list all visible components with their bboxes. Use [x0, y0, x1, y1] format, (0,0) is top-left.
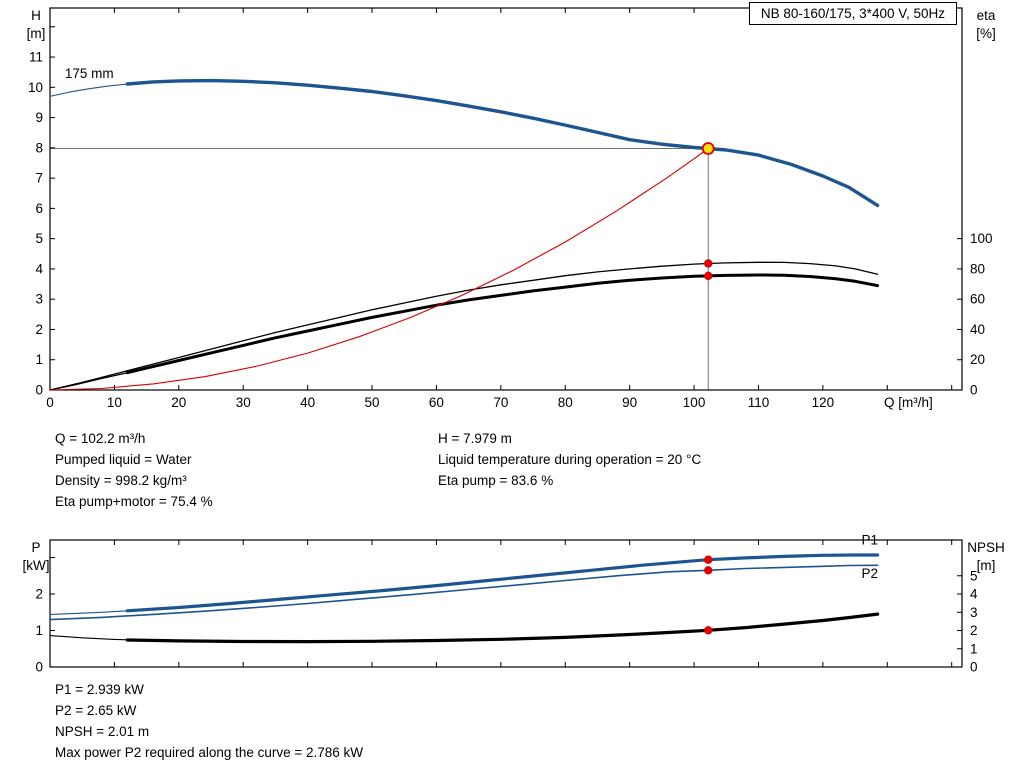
p2-label: P2: [862, 566, 879, 581]
result-info-block: P1 = 2.939 kW P2 = 2.65 kW NPSH = 2.01 m…: [55, 679, 363, 763]
y-right-axis-title: eta: [977, 8, 996, 23]
y-left-tick-label: 3: [35, 292, 43, 307]
y-right-tick-label: 3: [970, 605, 978, 620]
npsh-curve[interactable]: [125, 612, 880, 644]
x-tick-label: 100: [683, 395, 706, 410]
y-right-tick-label: 2: [970, 623, 978, 638]
y-right-tick-label: 80: [970, 261, 985, 276]
info-pumped-liquid: Pumped liquid = Water: [55, 452, 192, 467]
info-liquid-temperature: Liquid temperature during operation = 20…: [438, 452, 702, 467]
y-left-tick-label: 0: [35, 660, 43, 675]
duty-info-left: Q = 102.2 m³/h Pumped liquid = Water Den…: [55, 428, 213, 512]
y-left-tick-label: 11: [29, 50, 43, 65]
duty-point[interactable]: [701, 142, 715, 155]
y-left-tick-label: 2: [35, 587, 43, 602]
y-right-tick-label: 5: [970, 568, 978, 583]
x-tick-label: 20: [171, 395, 186, 410]
x-axis-title: Q [m³/h]: [884, 395, 933, 410]
p1-curve[interactable]: [125, 553, 880, 613]
p1-point: [704, 555, 713, 564]
x-tick-label: 50: [365, 395, 380, 410]
x-tick-label: 90: [622, 395, 637, 410]
power-npsh-chart[interactable]: 0 1 2 0 1 2 3 4 5 P1 P2 P [kW] NPSH [m]: [0, 528, 1024, 678]
impeller-diameter-label: 175 mm: [65, 66, 114, 81]
result-p2: P2 = 2.65 kW: [55, 703, 137, 718]
y-left-tick-label: 7: [35, 171, 43, 186]
x-tick-label: 30: [236, 395, 251, 410]
y-right-axis-title: NPSH: [967, 540, 1005, 555]
y-right-tick-label: 0: [970, 383, 978, 398]
eta-pump-motor-point: [704, 271, 713, 281]
y-left-tick-label: 8: [35, 140, 43, 155]
y-right-axis-unit: [%]: [976, 26, 996, 41]
y-right-tick-label: 60: [970, 292, 985, 307]
x-tick-label: 40: [300, 395, 315, 410]
y-right-tick-label: 4: [970, 587, 978, 602]
x-tick-label: 10: [107, 395, 122, 410]
y-right-tick-label: 0: [970, 660, 978, 675]
eta-pump-point: [704, 259, 713, 268]
y-left-tick-label: 2: [35, 322, 43, 337]
y-right-tick-label: 20: [970, 352, 985, 367]
y-left-tick-label: 6: [35, 201, 43, 216]
y-right-tick-label: 100: [970, 231, 993, 246]
y-left-tick-label: 1: [35, 623, 43, 638]
info-flow: Q = 102.2 m³/h: [55, 431, 146, 446]
x-tick-label: 0: [46, 395, 54, 410]
info-head: H = 7.979 m: [438, 431, 512, 446]
duty-info-right: H = 7.979 m Liquid temperature during op…: [438, 428, 701, 491]
x-tick-label: 60: [429, 395, 444, 410]
y-left-axis-unit: [kW]: [23, 558, 50, 573]
y-left-tick-label: 9: [35, 110, 43, 125]
y-left-tick-label: 5: [35, 231, 43, 246]
plot-frame: [49, 7, 963, 391]
head-efficiency-chart[interactable]: 0 10 20 30 40 50 60 70 80 90 100 110 120012345678910…: [0, 0, 1024, 425]
result-p1: P1 = 2.939 kW: [55, 682, 144, 697]
p2-curve[interactable]: [49, 564, 879, 621]
y-right-axis-unit: [m]: [977, 558, 996, 573]
x-tick-label: 110: [748, 395, 770, 410]
x-tick-label: 120: [812, 395, 835, 410]
y-left-axis-title: H: [31, 8, 41, 23]
eta-pump-motor-curve[interactable]: [125, 273, 880, 375]
head-curve-175mm[interactable]: [125, 78, 880, 208]
eta-pump-curve[interactable]: [49, 261, 879, 391]
info-density: Density = 998.2 kg/m³: [55, 473, 187, 488]
y-right-tick-label: 40: [970, 322, 985, 337]
result-max-power: Max power P2 required along the curve = …: [55, 745, 364, 760]
plot-frame: [49, 539, 963, 668]
x-tick-label: 70: [493, 395, 508, 410]
p2-point: [704, 566, 713, 575]
y-left-axis-unit: [m]: [27, 26, 46, 41]
y-left-tick-label: 1: [35, 352, 43, 367]
info-eta-pump: Eta pump = 83.6 %: [438, 473, 554, 488]
y-left-tick-label: 4: [35, 261, 43, 276]
y-left-tick-label: 10: [28, 80, 43, 95]
p1-label: P1: [862, 532, 879, 547]
result-npsh: NPSH = 2.01 m: [55, 724, 150, 739]
y-left-tick-label: 0: [35, 383, 43, 398]
info-eta-pump-motor: Eta pump+motor = 75.4 %: [55, 494, 213, 509]
npsh-point: [704, 626, 713, 635]
x-tick-label: 80: [558, 395, 573, 410]
pump-title-box: NB 80-160/175, 3*400 V, 50Hz: [748, 2, 957, 25]
system-resistance-curve[interactable]: [49, 147, 709, 391]
y-left-axis-title: P: [31, 540, 40, 555]
y-right-tick-label: 1: [970, 641, 978, 656]
